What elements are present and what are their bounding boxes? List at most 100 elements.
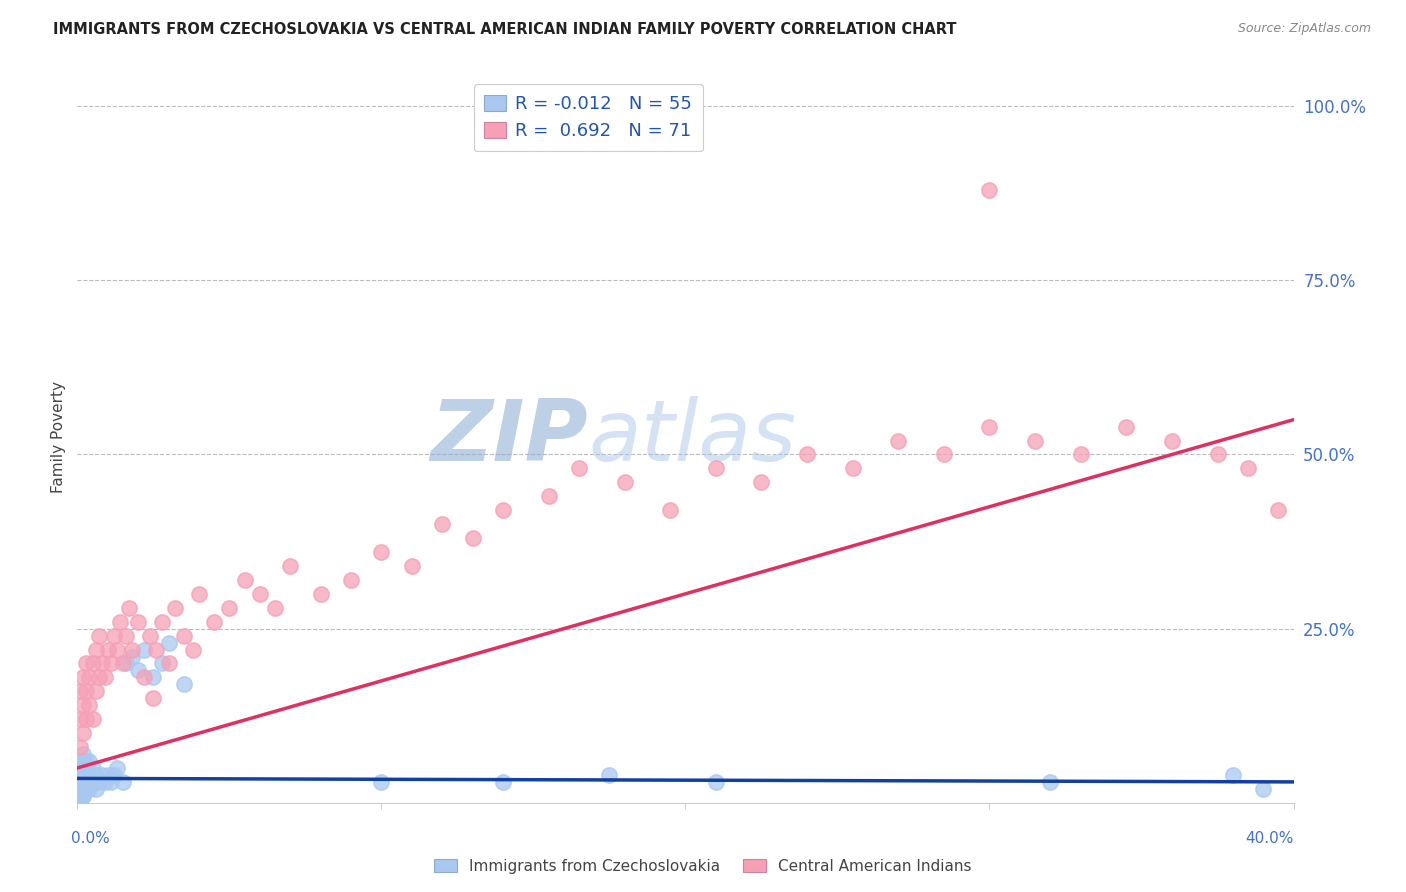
Point bbox=[1267, 503, 1289, 517]
Point bbox=[152, 615, 174, 629]
Point bbox=[72, 754, 94, 768]
Point bbox=[93, 775, 115, 789]
Point bbox=[142, 670, 165, 684]
Text: IMMIGRANTS FROM CZECHOSLOVAKIA VS CENTRAL AMERICAN INDIAN FAMILY POVERTY CORRELA: IMMIGRANTS FROM CZECHOSLOVAKIA VS CENTRA… bbox=[53, 22, 957, 37]
Point bbox=[145, 642, 167, 657]
Point bbox=[704, 775, 727, 789]
Point bbox=[181, 642, 204, 657]
Point bbox=[82, 761, 104, 775]
Point bbox=[157, 657, 180, 671]
Point bbox=[93, 670, 115, 684]
Point bbox=[796, 448, 818, 462]
Point bbox=[82, 712, 104, 726]
Point bbox=[105, 761, 128, 775]
Point bbox=[1206, 448, 1229, 462]
Point bbox=[84, 684, 107, 698]
Point bbox=[69, 768, 91, 782]
Point bbox=[90, 657, 112, 671]
Point bbox=[72, 775, 94, 789]
Point bbox=[173, 629, 195, 643]
Point bbox=[87, 775, 110, 789]
Text: Source: ZipAtlas.com: Source: ZipAtlas.com bbox=[1237, 22, 1371, 36]
Point bbox=[118, 600, 141, 615]
Point bbox=[537, 489, 560, 503]
Point bbox=[69, 712, 91, 726]
Point bbox=[69, 775, 91, 789]
Text: atlas: atlas bbox=[588, 395, 796, 479]
Point bbox=[75, 768, 97, 782]
Point bbox=[72, 789, 94, 803]
Point bbox=[157, 635, 180, 649]
Point bbox=[75, 712, 97, 726]
Point bbox=[568, 461, 591, 475]
Point bbox=[163, 600, 186, 615]
Point bbox=[340, 573, 363, 587]
Point bbox=[598, 768, 620, 782]
Point bbox=[1251, 781, 1274, 796]
Point bbox=[100, 775, 122, 789]
Point bbox=[188, 587, 211, 601]
Point bbox=[72, 781, 94, 796]
Point bbox=[72, 781, 94, 796]
Point bbox=[72, 747, 94, 761]
Point bbox=[69, 740, 91, 755]
Text: 0.0%: 0.0% bbox=[72, 830, 110, 846]
Point bbox=[79, 754, 101, 768]
Point bbox=[69, 789, 91, 803]
Point bbox=[75, 657, 97, 671]
Point bbox=[233, 573, 256, 587]
Point bbox=[1070, 448, 1092, 462]
Point bbox=[979, 183, 1001, 197]
Point bbox=[84, 781, 107, 796]
Point bbox=[69, 684, 91, 698]
Point bbox=[79, 670, 101, 684]
Point bbox=[121, 649, 143, 664]
Point bbox=[79, 698, 101, 713]
Point bbox=[111, 775, 134, 789]
Point bbox=[97, 768, 120, 782]
Point bbox=[309, 587, 332, 601]
Point bbox=[69, 789, 91, 803]
Point bbox=[461, 531, 484, 545]
Point bbox=[69, 789, 91, 803]
Point bbox=[659, 503, 682, 517]
Point bbox=[1024, 434, 1046, 448]
Point bbox=[79, 781, 101, 796]
Point bbox=[249, 587, 271, 601]
Point bbox=[218, 600, 240, 615]
Point bbox=[887, 434, 910, 448]
Point bbox=[72, 768, 94, 782]
Point bbox=[115, 657, 138, 671]
Point bbox=[1237, 461, 1260, 475]
Point bbox=[142, 691, 165, 706]
Point bbox=[90, 768, 112, 782]
Point bbox=[72, 789, 94, 803]
Point bbox=[979, 419, 1001, 434]
Point bbox=[932, 448, 955, 462]
Point bbox=[139, 629, 162, 643]
Point bbox=[401, 558, 423, 573]
Point bbox=[278, 558, 301, 573]
Point bbox=[75, 781, 97, 796]
Point bbox=[121, 642, 143, 657]
Point bbox=[134, 642, 156, 657]
Point bbox=[370, 545, 392, 559]
Point bbox=[127, 664, 149, 678]
Point bbox=[84, 768, 107, 782]
Point bbox=[97, 642, 120, 657]
Point bbox=[100, 657, 122, 671]
Point bbox=[69, 761, 91, 775]
Point bbox=[69, 781, 91, 796]
Point bbox=[82, 657, 104, 671]
Point bbox=[72, 775, 94, 789]
Point bbox=[152, 657, 174, 671]
Text: 40.0%: 40.0% bbox=[1246, 830, 1294, 846]
Point bbox=[108, 615, 131, 629]
Point bbox=[1222, 768, 1244, 782]
Y-axis label: Family Poverty: Family Poverty bbox=[51, 381, 66, 493]
Point bbox=[111, 657, 134, 671]
Point bbox=[72, 761, 94, 775]
Point bbox=[202, 615, 225, 629]
Legend: R = -0.012   N = 55, R =  0.692   N = 71: R = -0.012 N = 55, R = 0.692 N = 71 bbox=[474, 84, 703, 152]
Point bbox=[87, 670, 110, 684]
